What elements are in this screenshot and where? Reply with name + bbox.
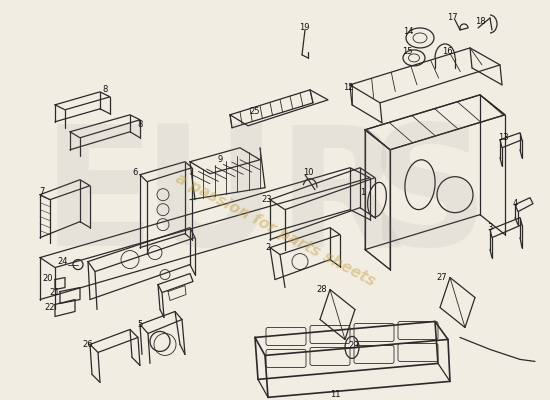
- Text: 9: 9: [217, 155, 223, 164]
- Text: 6: 6: [133, 168, 138, 177]
- Text: E: E: [42, 118, 156, 281]
- Text: 15: 15: [402, 48, 412, 56]
- Text: 28: 28: [317, 285, 327, 294]
- Text: 29: 29: [349, 341, 359, 350]
- Text: 5: 5: [138, 320, 142, 329]
- Text: 1: 1: [360, 188, 366, 197]
- Text: U: U: [141, 118, 277, 281]
- Text: 25: 25: [250, 107, 260, 116]
- Text: 3: 3: [487, 223, 493, 232]
- Text: a passion for parts sheets: a passion for parts sheets: [173, 170, 377, 289]
- Text: 16: 16: [442, 48, 452, 56]
- Text: 23: 23: [262, 195, 272, 204]
- Text: 8: 8: [102, 85, 108, 94]
- Text: 4: 4: [513, 199, 518, 208]
- Text: S: S: [369, 118, 489, 281]
- Text: 8: 8: [138, 120, 142, 129]
- Text: 17: 17: [447, 14, 457, 22]
- Text: 26: 26: [82, 340, 94, 349]
- Text: 10: 10: [302, 168, 313, 177]
- Text: 7: 7: [39, 187, 45, 196]
- Text: 11: 11: [330, 390, 340, 399]
- Text: 27: 27: [437, 273, 447, 282]
- Text: 12: 12: [343, 83, 353, 92]
- Text: 20: 20: [43, 274, 53, 283]
- Text: R: R: [277, 118, 405, 281]
- Text: 18: 18: [475, 18, 485, 26]
- Text: 13: 13: [498, 133, 508, 142]
- Text: 24: 24: [58, 257, 68, 266]
- Text: 14: 14: [403, 28, 413, 36]
- Text: 2: 2: [265, 243, 271, 252]
- Text: 19: 19: [299, 24, 309, 32]
- Text: 21: 21: [50, 288, 60, 297]
- Text: 22: 22: [45, 303, 55, 312]
